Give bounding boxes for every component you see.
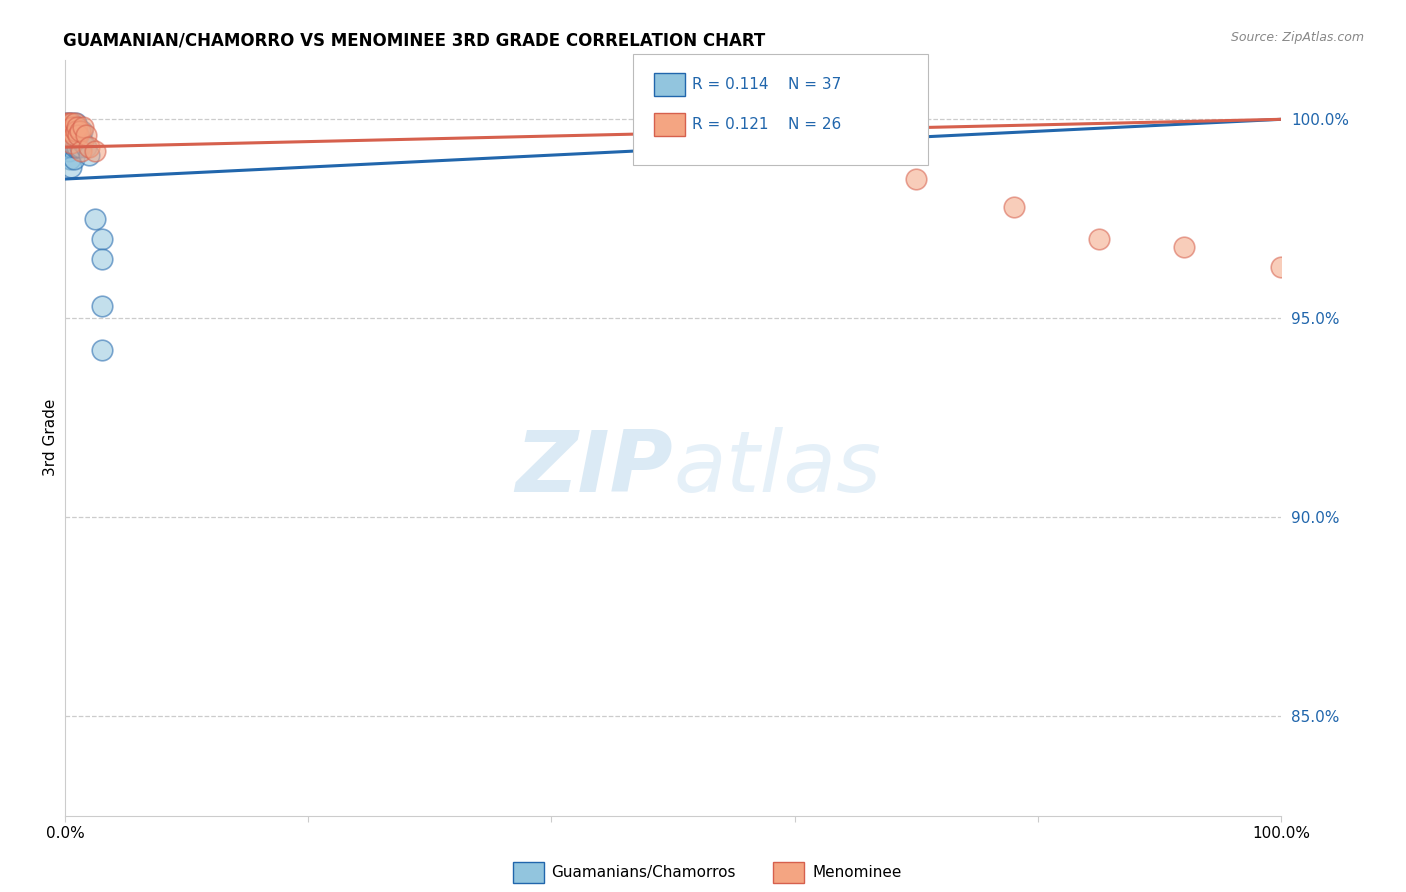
Point [905, 172, 928, 186]
Text: ZIP: ZIP [516, 426, 673, 509]
Point [60, 136, 83, 151]
Point [75, 140, 97, 154]
Point [72, 120, 94, 135]
Point [55, 116, 77, 130]
Point [84, 211, 107, 226]
Point [783, 112, 806, 127]
Point [65, 132, 87, 146]
Point [66, 140, 89, 154]
Point [90, 299, 112, 313]
Point [58, 128, 80, 143]
Point [67, 128, 90, 143]
Point [1087, 232, 1109, 246]
Point [60, 116, 83, 130]
Text: atlas: atlas [673, 426, 882, 509]
Point [60, 120, 83, 135]
Point [59, 124, 82, 138]
Point [58, 144, 80, 158]
Point [72, 136, 94, 151]
Point [844, 112, 866, 127]
Point [66, 120, 89, 135]
Point [60, 124, 83, 138]
Point [56, 124, 79, 138]
Point [79, 148, 101, 162]
Point [67, 128, 90, 143]
Point [1270, 260, 1292, 274]
Point [69, 140, 91, 154]
Text: Menominee: Menominee [813, 865, 903, 880]
Point [60, 160, 83, 174]
Point [58, 116, 80, 130]
Point [79, 140, 101, 154]
Point [60, 132, 83, 146]
Point [60, 116, 83, 130]
Point [1002, 200, 1025, 214]
Point [55, 116, 77, 130]
Point [70, 144, 93, 158]
Point [58, 116, 80, 130]
Point [63, 116, 86, 130]
Point [59, 152, 82, 166]
Text: R = 0.114    N = 37: R = 0.114 N = 37 [692, 78, 841, 92]
Point [56, 120, 79, 135]
Point [90, 252, 112, 266]
Point [56, 140, 79, 154]
Point [1173, 240, 1195, 254]
Text: R = 0.121    N = 26: R = 0.121 N = 26 [692, 118, 841, 132]
Text: Source: ZipAtlas.com: Source: ZipAtlas.com [1230, 31, 1364, 45]
Point [62, 152, 84, 166]
Point [69, 124, 91, 138]
Point [70, 132, 93, 146]
Point [66, 120, 89, 135]
Point [62, 136, 84, 151]
Point [58, 128, 80, 143]
Point [63, 140, 86, 154]
Point [62, 128, 84, 143]
Text: GUAMANIAN/CHAMORRO VS MENOMINEE 3RD GRADE CORRELATION CHART: GUAMANIAN/CHAMORRO VS MENOMINEE 3RD GRAD… [63, 31, 765, 49]
Point [723, 112, 745, 127]
Point [59, 120, 82, 135]
Point [62, 120, 84, 135]
Point [65, 116, 87, 130]
Point [70, 124, 93, 138]
Point [75, 128, 97, 143]
Point [59, 132, 82, 146]
Point [63, 124, 86, 138]
Text: Guamanians/Chamorros: Guamanians/Chamorros [551, 865, 735, 880]
Point [60, 140, 83, 154]
Point [69, 124, 91, 138]
Point [65, 124, 87, 138]
Point [90, 232, 112, 246]
Point [90, 343, 112, 358]
Point [84, 144, 107, 158]
Y-axis label: 3rd Grade: 3rd Grade [44, 399, 58, 476]
